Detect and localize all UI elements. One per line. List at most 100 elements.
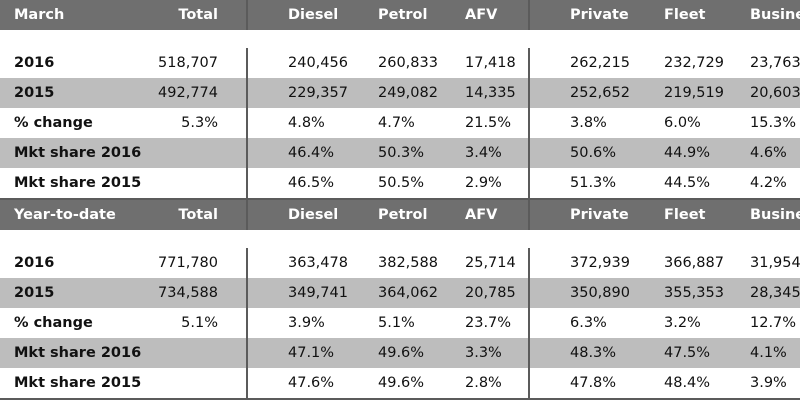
column-divider: [246, 48, 266, 78]
row-label-total: % change 5.1%: [0, 308, 246, 338]
cell-private: 262,215: [570, 55, 630, 71]
column-divider: [246, 308, 266, 338]
cell-petrol: 49.6%: [378, 345, 425, 361]
cell-diesel: 363,478: [288, 255, 348, 271]
cell-business: 20,603: [750, 85, 800, 101]
column-divider: [528, 248, 548, 278]
table-header-row: Year-to-date Total Diesel Petrol AFV Pri…: [0, 200, 800, 230]
cell-diesel: 46.5%: [288, 175, 335, 191]
header-spacer: [0, 230, 800, 248]
cell-business: 4.1%: [750, 345, 787, 361]
cell-diesel: 4.8%: [288, 115, 325, 131]
cell-business: 3.9%: [750, 375, 787, 391]
cell-business: 4.6%: [750, 145, 787, 161]
header-business: Business: [750, 207, 800, 223]
header-business: Business: [750, 7, 800, 23]
cell-afv: 2.8%: [465, 375, 502, 391]
table-row: Mkt share 2016 46.4% 50.3% 3.4% 50.6% 44…: [0, 138, 800, 168]
row-label-total: Mkt share 2015: [0, 368, 246, 398]
cell-petrol: 5.1%: [378, 315, 415, 331]
header-private: Private: [570, 7, 629, 23]
row-total: [156, 368, 246, 398]
cell-petrol: 382,588: [378, 255, 438, 271]
column-divider: [528, 278, 548, 308]
cell-fleet: 232,729: [664, 55, 724, 71]
header-private: Private: [570, 207, 629, 223]
cell-business: 15.3%: [750, 115, 797, 131]
row-total: 734,588: [158, 285, 218, 301]
cell-private: 50.6%: [570, 145, 617, 161]
column-divider: [528, 138, 548, 168]
cell-fleet: 6.0%: [664, 115, 701, 131]
header-petrol: Petrol: [378, 207, 428, 223]
header-afv: AFV: [465, 7, 498, 23]
cell-petrol: 364,062: [378, 285, 438, 301]
header-spacer: [0, 30, 800, 48]
row-label: % change: [14, 315, 93, 331]
cell-diesel: 229,357: [288, 85, 348, 101]
cell-afv: 20,785: [465, 285, 516, 301]
cell-diesel: 46.4%: [288, 145, 335, 161]
table-row: 2015 492,774 229,357 249,082 14,335 252,…: [0, 78, 800, 108]
row-total: [156, 168, 246, 198]
header-label-total: March Total: [0, 0, 246, 30]
cell-petrol: 249,082: [378, 85, 438, 101]
row-label-total: 2015 492,774: [0, 78, 246, 108]
header-diesel: Diesel: [288, 7, 339, 23]
cell-petrol: 260,833: [378, 55, 438, 71]
table-header-row: March Total Diesel Petrol AFV Private Fl…: [0, 0, 800, 30]
row-total: [156, 338, 246, 368]
cell-private: 51.3%: [570, 175, 617, 191]
row-total: [156, 138, 246, 168]
header-label-total: Year-to-date Total: [0, 200, 246, 230]
cell-afv: 2.9%: [465, 175, 502, 191]
row-label-total: Mkt share 2016: [0, 138, 246, 168]
column-divider: [246, 168, 266, 198]
row-label: 2016: [14, 255, 55, 271]
column-divider: [528, 308, 548, 338]
cell-fleet: 3.2%: [664, 315, 701, 331]
row-total: 492,774: [158, 85, 218, 101]
column-divider: [246, 278, 266, 308]
row-label-total: 2016 771,780: [0, 248, 246, 278]
cell-afv: 21.5%: [465, 115, 512, 131]
row-label-total: 2016 518,707: [0, 48, 246, 78]
column-divider: [246, 200, 266, 230]
cell-afv: 3.4%: [465, 145, 502, 161]
row-label: 2015: [14, 85, 55, 101]
row-label: Mkt share 2016: [14, 145, 142, 161]
header-petrol: Petrol: [378, 7, 428, 23]
column-divider: [528, 168, 548, 198]
row-label: Mkt share 2016: [14, 345, 142, 361]
row-label: 2016: [14, 55, 55, 71]
cell-petrol: 50.3%: [378, 145, 425, 161]
column-divider: [528, 78, 548, 108]
cell-fleet: 355,353: [664, 285, 724, 301]
column-divider: [246, 338, 266, 368]
table-row: 2016 771,780 363,478 382,588 25,714 372,…: [0, 248, 800, 278]
cell-afv: 25,714: [465, 255, 516, 271]
column-divider: [528, 338, 548, 368]
table-row: Mkt share 2016 47.1% 49.6% 3.3% 48.3% 47…: [0, 338, 800, 368]
row-total: 5.3%: [181, 115, 218, 131]
bottom-rule: [0, 398, 800, 400]
cell-afv: 23.7%: [465, 315, 512, 331]
row-total: 518,707: [158, 55, 218, 71]
row-label-total: Mkt share 2016: [0, 338, 246, 368]
cell-diesel: 47.6%: [288, 375, 335, 391]
cell-private: 252,652: [570, 85, 630, 101]
cell-petrol: 49.6%: [378, 375, 425, 391]
row-label: Mkt share 2015: [14, 375, 142, 391]
cell-diesel: 349,741: [288, 285, 348, 301]
column-divider: [528, 48, 548, 78]
row-total: 5.1%: [181, 315, 218, 331]
cell-private: 6.3%: [570, 315, 607, 331]
cell-fleet: 44.5%: [664, 175, 711, 191]
header-period: March: [14, 7, 65, 23]
cell-petrol: 50.5%: [378, 175, 425, 191]
column-divider: [246, 108, 266, 138]
table-row: Mkt share 2015 46.5% 50.5% 2.9% 51.3% 44…: [0, 168, 800, 198]
table-march: March Total Diesel Petrol AFV Private Fl…: [0, 0, 800, 198]
column-divider: [246, 248, 266, 278]
column-divider: [246, 138, 266, 168]
